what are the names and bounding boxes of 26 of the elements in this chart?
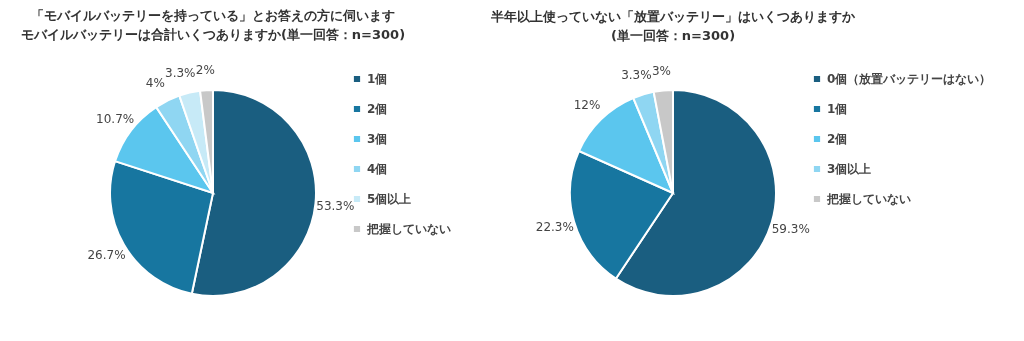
legend-label: 2個 <box>367 102 388 116</box>
data-label: 12% <box>573 98 601 113</box>
legend-label: 把握していない <box>366 222 451 236</box>
legend-label: 1個 <box>367 72 388 86</box>
data-label: 22.3% <box>535 220 574 235</box>
data-label: 59.3% <box>771 221 810 236</box>
chart-title: 「モバイルバッテリーを持っている」とお答えの方に伺います <box>31 8 395 24</box>
chart-title: 半年以上使っていない「放置バッテリー」はいくつありますか <box>490 8 856 24</box>
legend-label: 0個（放置バッテリーはない） <box>827 72 992 86</box>
data-label: 2% <box>195 63 215 78</box>
data-label: 3% <box>651 63 671 78</box>
data-label: 3.3% <box>621 68 652 83</box>
data-label: 26.7% <box>87 247 126 262</box>
legend-label: 5個以上 <box>367 192 412 206</box>
data-label: 3.3% <box>165 66 196 81</box>
legend-label: 3個以上 <box>827 162 872 176</box>
legend-label: 把握していない <box>826 192 911 206</box>
chart-subtitle: モバイルバッテリーは合計いくつありますか(単一回答：n=300) <box>20 27 406 43</box>
data-label: 53.3% <box>316 198 355 213</box>
legend-label: 2個 <box>827 132 848 146</box>
chart-subtitle: (単一回答：n=300) <box>610 27 736 43</box>
data-label: 10.7% <box>96 111 135 126</box>
legend-label: 1個 <box>827 102 848 116</box>
data-label: 4% <box>145 75 165 90</box>
legend-label: 3個 <box>367 132 388 146</box>
legend-label: 4個 <box>367 162 388 176</box>
